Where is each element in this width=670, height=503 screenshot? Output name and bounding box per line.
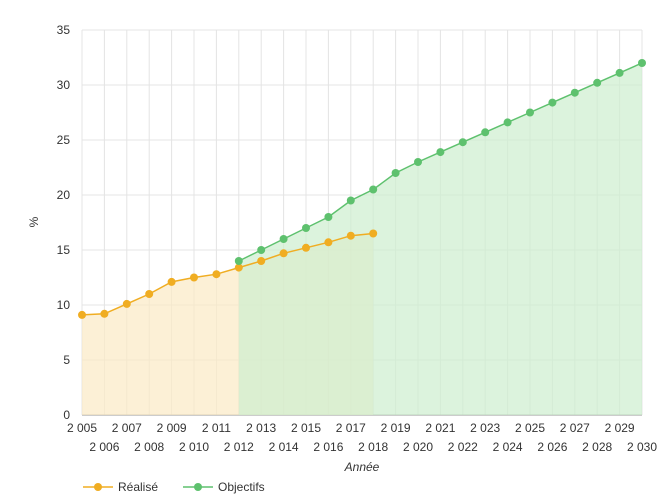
data-point-realise[interactable]: [257, 257, 266, 265]
area-objectifs: [238, 63, 643, 415]
y-tick-label: 10: [57, 298, 71, 312]
data-point-objectifs[interactable]: [548, 98, 557, 107]
legend-swatch-dot-objectifs: [194, 483, 202, 491]
legend-item-objectifs[interactable]: Objectifs: [183, 480, 265, 494]
data-point-realise[interactable]: [78, 310, 86, 319]
data-point-realise[interactable]: [302, 243, 310, 252]
data-point-objectifs[interactable]: [257, 246, 266, 254]
data-point-objectifs[interactable]: [369, 185, 378, 194]
y-tick-label: 25: [57, 133, 71, 147]
x-tick-label: 2 020: [403, 440, 433, 454]
x-tick-label: 2 012: [224, 440, 254, 454]
data-point-objectifs[interactable]: [234, 257, 243, 265]
data-point-objectifs[interactable]: [526, 108, 534, 117]
x-tick-label: 2 023: [470, 421, 500, 435]
data-point-objectifs[interactable]: [481, 128, 490, 137]
x-tick-label: 2 005: [67, 421, 97, 435]
x-tick-label: 2 021: [425, 421, 455, 435]
x-tick-label: 2 028: [582, 440, 612, 454]
x-tick-label: 2 029: [605, 421, 635, 435]
y-axis-title: %: [27, 216, 41, 227]
y-tick-label: 15: [57, 243, 71, 257]
data-point-realise[interactable]: [369, 229, 378, 238]
data-point-objectifs[interactable]: [324, 213, 333, 221]
y-tick-label: 20: [57, 188, 71, 202]
data-point-realise[interactable]: [324, 238, 333, 247]
x-tick-label: 2 009: [157, 421, 187, 435]
y-tick-label: 30: [57, 78, 71, 92]
x-tick-label: 2 007: [112, 421, 142, 435]
y-tick-label: 5: [63, 353, 70, 367]
data-point-realise[interactable]: [145, 290, 154, 298]
y-tick-labels: 0 5 10 15 20 25 30 35: [57, 23, 71, 422]
x-tick-label: 2 014: [269, 440, 299, 454]
x-tick-label: 2 024: [493, 440, 523, 454]
data-point-realise[interactable]: [167, 277, 176, 286]
data-point-realise[interactable]: [122, 299, 131, 308]
area-layer: [82, 63, 643, 415]
x-tick-label: 2 027: [560, 421, 590, 435]
data-point-objectifs[interactable]: [391, 169, 400, 177]
data-point-objectifs[interactable]: [593, 78, 602, 87]
x-axis-title: Année: [344, 460, 380, 474]
data-point-objectifs[interactable]: [503, 118, 512, 127]
data-point-objectifs[interactable]: [458, 138, 467, 147]
data-point-realise[interactable]: [234, 263, 243, 272]
legend-label-realise: Réalisé: [118, 480, 158, 494]
data-point-realise[interactable]: [100, 309, 109, 318]
x-tick-label: 2 016: [313, 440, 343, 454]
x-tick-label: 2 011: [202, 421, 231, 435]
legend-item-realise[interactable]: Réalisé: [83, 480, 158, 494]
data-point-objectifs[interactable]: [279, 235, 288, 243]
x-tick-label: 2 017: [336, 421, 366, 435]
x-tick-labels: 2 005 2 006 2 007 2 008 2 009 2 010 2 011 2 012…: [67, 421, 657, 454]
x-tick-label: 2 008: [134, 440, 164, 454]
x-tick-label: 2 013: [246, 421, 276, 435]
legend-label-objectifs: Objectifs: [218, 480, 265, 494]
legend-swatch-dot-realise: [94, 483, 102, 491]
data-point-realise[interactable]: [212, 270, 221, 279]
data-point-objectifs[interactable]: [436, 148, 445, 157]
data-point-realise[interactable]: [346, 231, 355, 240]
x-tick-label: 2 025: [515, 421, 545, 435]
x-tick-label: 2 026: [537, 440, 567, 454]
data-point-realise[interactable]: [190, 273, 198, 282]
data-point-objectifs[interactable]: [302, 224, 310, 232]
x-tick-label: 2 022: [448, 440, 478, 454]
x-tick-label: 2 018: [358, 440, 388, 454]
data-point-realise[interactable]: [279, 249, 288, 258]
legend: Réalisé Objectifs: [83, 480, 265, 494]
y-tick-label: 0: [63, 408, 70, 422]
data-point-objectifs[interactable]: [615, 68, 624, 77]
data-point-objectifs[interactable]: [638, 59, 646, 67]
x-tick-label: 2 019: [381, 421, 411, 435]
data-point-objectifs[interactable]: [346, 196, 355, 205]
data-point-objectifs[interactable]: [414, 158, 422, 166]
x-tick-label: 2 030: [627, 440, 657, 454]
data-point-objectifs[interactable]: [570, 88, 579, 97]
y-tick-label: 35: [57, 23, 71, 37]
point-layer: [78, 59, 646, 319]
x-tick-label: 2 010: [179, 440, 209, 454]
x-tick-label: 2 006: [89, 440, 119, 454]
x-tick-label: 2 015: [291, 421, 321, 435]
